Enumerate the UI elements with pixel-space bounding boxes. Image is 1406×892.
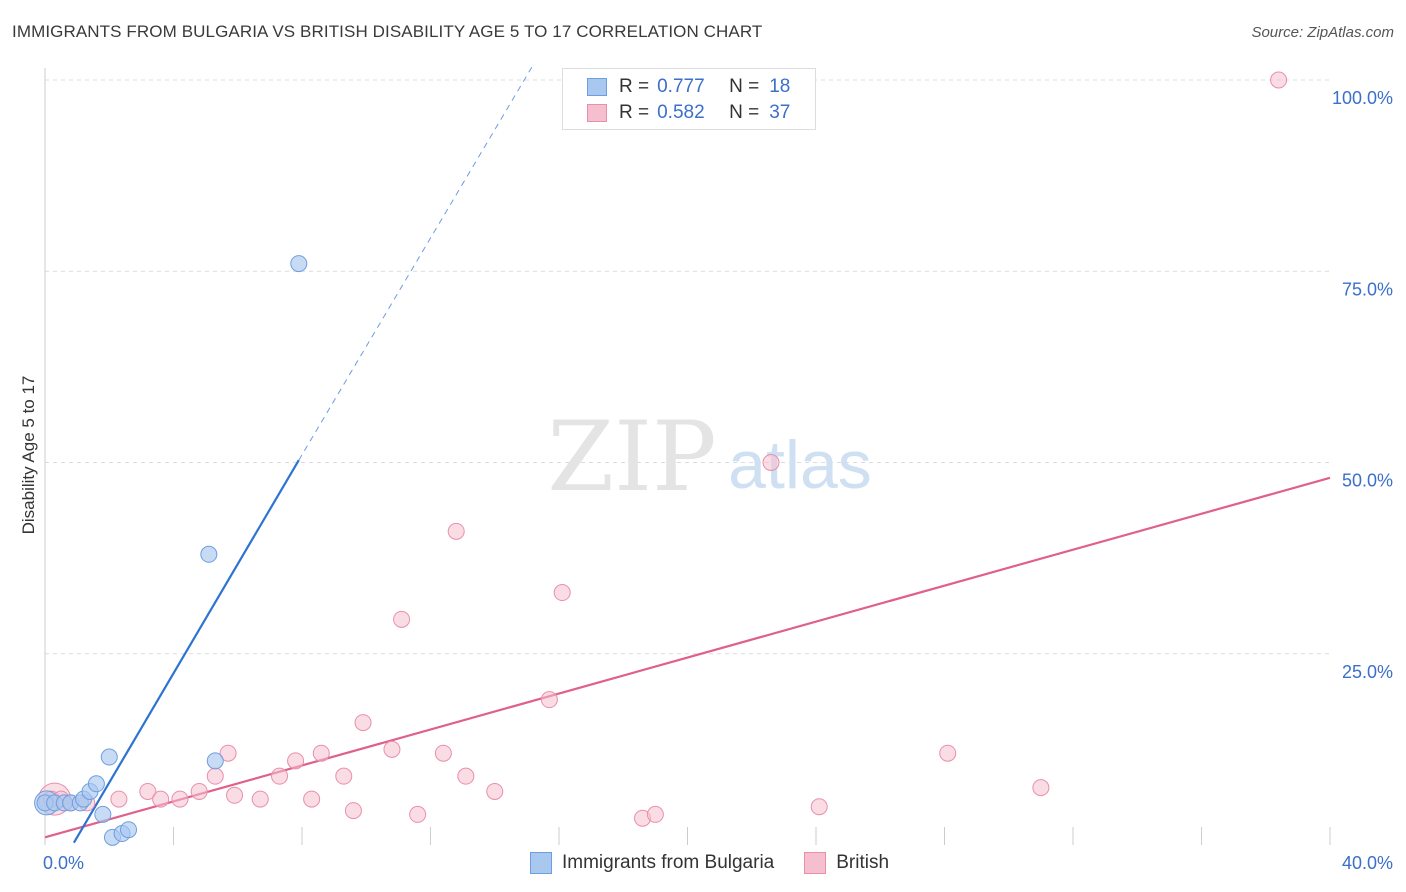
- data-point-british: [171, 790, 189, 808]
- trendline-bulgaria: [72, 459, 300, 844]
- data-point-british: [939, 744, 957, 762]
- data-point-british: [646, 805, 664, 823]
- y-tick-label: 75.0%: [1342, 279, 1393, 299]
- data-point-british: [335, 767, 353, 785]
- data-point-british: [486, 782, 504, 800]
- y-tick-label: 25.0%: [1342, 662, 1393, 682]
- y-tick-label: 100.0%: [1332, 88, 1393, 108]
- data-point-bulgaria: [200, 545, 218, 563]
- data-point-british: [457, 767, 475, 785]
- tick-labels: 25.0% 50.0% 75.0% 100.0% 0.0% 40.0%: [43, 88, 1393, 873]
- data-point-british: [810, 798, 828, 816]
- data-point-british: [190, 782, 208, 800]
- legend-label-british: British: [836, 852, 890, 873]
- legend-n-label: N =: [729, 102, 760, 123]
- legend-swatch-bulgaria: [587, 78, 607, 96]
- bulgaria-points: [34, 255, 308, 846]
- data-point-british: [206, 767, 224, 785]
- data-point-british: [447, 522, 465, 540]
- data-point-british: [540, 691, 558, 709]
- data-point-bulgaria: [87, 775, 105, 793]
- watermark-zip: ZIP: [547, 401, 716, 513]
- trendline-bulgaria-extension: [298, 64, 534, 461]
- data-point-british: [110, 790, 128, 808]
- legend-row-british: R = 0.582 N = 37: [587, 101, 790, 125]
- legend-swatch-british: [587, 104, 607, 122]
- y-tick-label: 50.0%: [1342, 471, 1393, 491]
- data-point-british: [287, 752, 305, 770]
- watermark: ZIP atlas: [547, 401, 871, 513]
- legend-r-label: R =: [619, 76, 650, 97]
- data-point-british: [409, 805, 427, 823]
- source-label: Source: ZipAtlas.com: [1251, 24, 1394, 41]
- data-point-british: [1032, 779, 1050, 797]
- x-tick-label: 40.0%: [1342, 853, 1393, 873]
- series-legend: Immigrants from Bulgaria British: [530, 852, 919, 874]
- legend-n-value-bulgaria: 18: [769, 76, 791, 97]
- y-axis-label: Disability Age 5 to 17: [19, 376, 38, 535]
- data-point-british: [434, 744, 452, 762]
- data-point-british: [393, 610, 411, 628]
- data-point-british: [344, 802, 362, 820]
- legend-swatch-bulgaria: [530, 852, 552, 874]
- legend-label-bulgaria: Immigrants from Bulgaria: [562, 852, 775, 873]
- trendlines: [44, 64, 1331, 844]
- data-point-british: [1270, 71, 1288, 89]
- data-point-british: [383, 740, 401, 758]
- data-point-bulgaria: [100, 748, 118, 766]
- data-point-british: [312, 744, 330, 762]
- data-point-bulgaria: [290, 255, 308, 273]
- watermark-atlas: atlas: [728, 427, 872, 503]
- data-point-bulgaria: [206, 752, 224, 770]
- grid-lines: [45, 79, 1330, 655]
- data-point-bulgaria: [120, 821, 138, 839]
- legend-row-bulgaria: R = 0.777 N = 18: [587, 75, 790, 99]
- axes: [44, 68, 1331, 845]
- data-point-british: [139, 782, 157, 800]
- data-point-bulgaria: [94, 805, 112, 823]
- legend-r-value-british: 0.582: [657, 102, 705, 123]
- data-point-british: [271, 767, 289, 785]
- legend-n-label: N =: [729, 76, 760, 97]
- x-tick-label: 0.0%: [43, 853, 84, 873]
- data-point-british: [762, 454, 780, 471]
- trendline-british: [44, 476, 1331, 839]
- data-point-british: [219, 744, 237, 762]
- data-point-british: [303, 790, 321, 808]
- data-point-british: [251, 790, 269, 808]
- data-point-british: [226, 786, 244, 804]
- correlation-legend: R = 0.777 N = 18 R = 0.582 N = 37: [562, 68, 816, 130]
- chart-title: IMMIGRANTS FROM BULGARIA VS BRITISH DISA…: [12, 22, 763, 41]
- data-point-british: [553, 584, 571, 602]
- legend-swatch-british: [804, 852, 827, 874]
- legend-item-bulgaria: Immigrants from Bulgaria: [530, 852, 774, 874]
- legend-r-label: R =: [619, 102, 650, 123]
- legend-item-british: British: [804, 852, 889, 874]
- data-point-british: [354, 714, 372, 732]
- data-point-british: [152, 790, 170, 808]
- legend-n-value-british: 37: [769, 102, 791, 123]
- legend-r-value-bulgaria: 0.777: [657, 76, 705, 97]
